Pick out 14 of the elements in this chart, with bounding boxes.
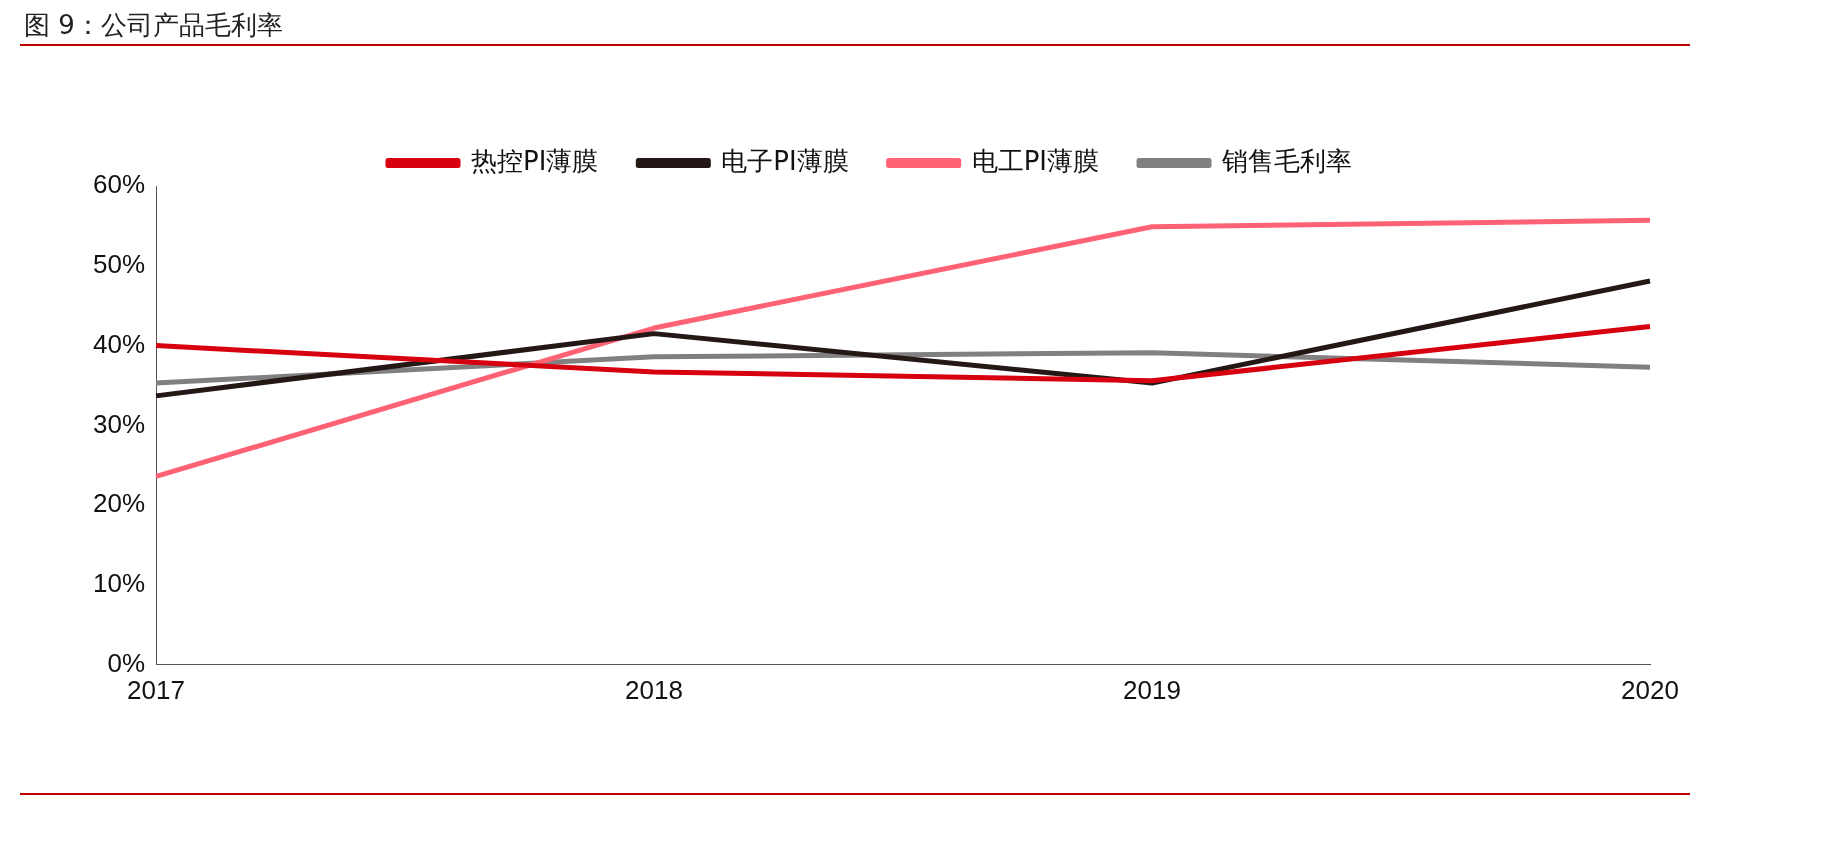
y-tick-label: 40% — [92, 328, 146, 359]
x-tick-label: 2018 — [625, 674, 683, 705]
x-tick-label: 2019 — [1123, 674, 1181, 705]
legend-label: 热控PI薄膜 — [470, 145, 599, 176]
legend-label: 销售毛利率 — [1221, 145, 1353, 176]
y-tick-label: 30% — [92, 408, 146, 439]
y-tick-label: 60% — [92, 169, 146, 200]
legend-label: 电工PI薄膜 — [971, 145, 1100, 176]
y-tick-label: 10% — [92, 568, 146, 599]
legend-label: 电子PI薄膜 — [721, 145, 849, 176]
x-tick-label: 2020 — [1621, 674, 1679, 705]
chart-title: 图 9：公司产品毛利率 — [24, 9, 283, 42]
y-tick-label: 20% — [92, 488, 146, 519]
y-tick-label: 50% — [92, 248, 146, 279]
